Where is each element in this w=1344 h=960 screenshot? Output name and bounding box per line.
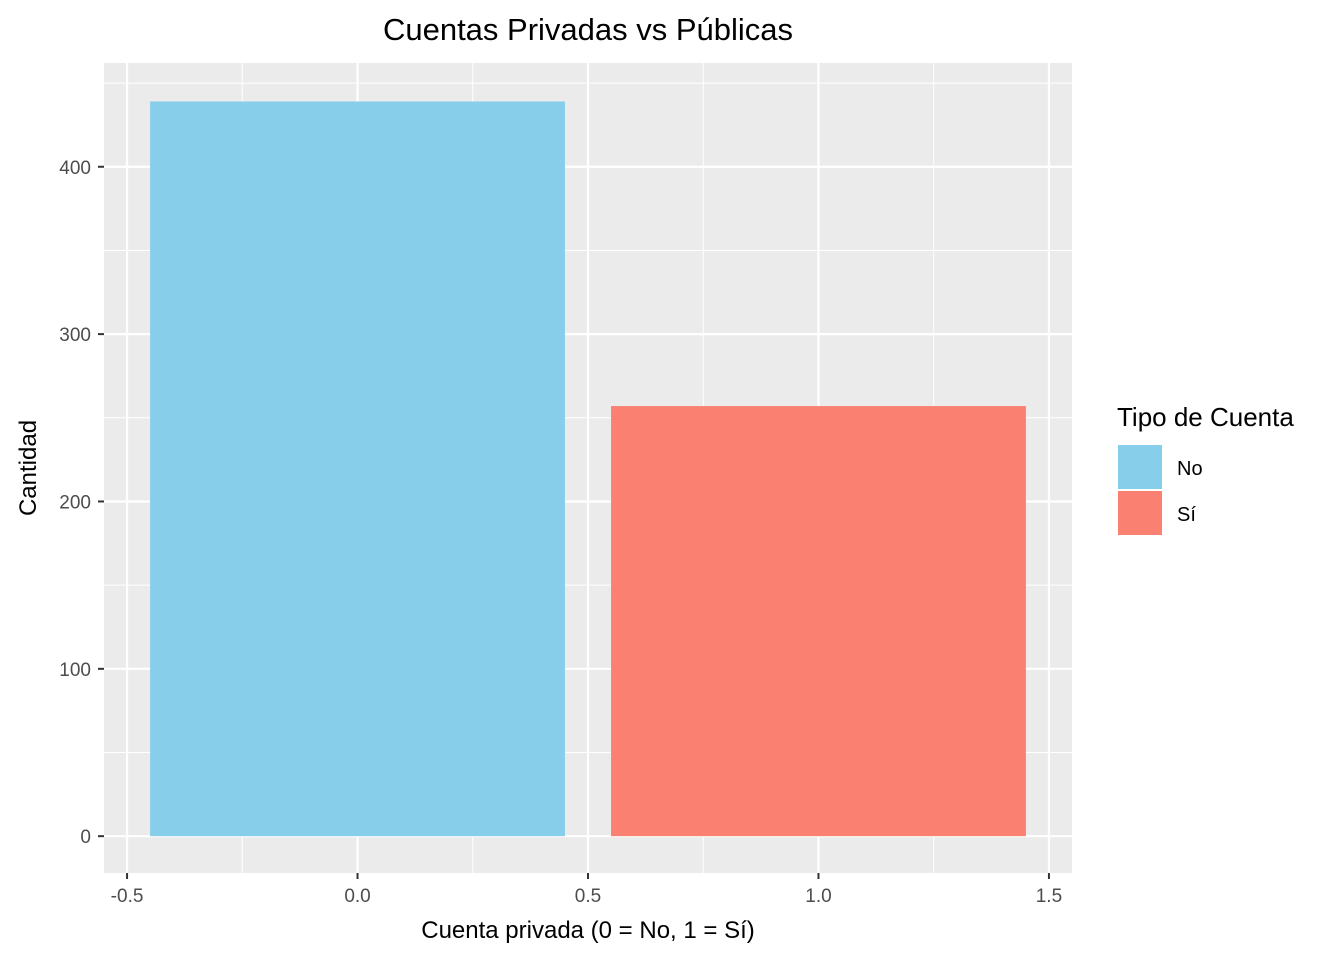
y-axis-title: Cantidad [15,420,42,516]
legend-label-si: Sí [1177,504,1196,526]
y-tick-label: 200 [59,492,91,513]
y-tick-label: 400 [59,158,91,179]
x-axis: -0.5 0.0 0.5 1.0 1.5 [111,873,1062,907]
y-tick-label: 300 [59,325,91,346]
bar-si [611,406,1026,837]
legend-swatch-no [1118,445,1162,489]
chart-title: Cuentas Privadas vs Públicas [383,12,793,47]
y-tick-label: 0 [80,827,91,848]
bars [150,101,1026,837]
x-tick-label: 0.0 [344,886,370,907]
legend-swatch-si [1118,491,1162,535]
bar-no [150,101,565,837]
x-axis-title: Cuenta privada (0 = No, 1 = Sí) [421,917,755,944]
x-tick-label: -0.5 [111,886,144,907]
x-tick-label: 0.5 [575,886,601,907]
y-tick-label: 100 [59,660,91,681]
legend-label-no: No [1177,458,1203,480]
y-axis: 0 100 200 300 400 [59,158,104,848]
x-tick-label: 1.5 [1036,886,1062,907]
x-tick-label: 1.0 [805,886,831,907]
legend: Tipo de Cuenta No Sí [1117,402,1294,535]
legend-title: Tipo de Cuenta [1117,402,1294,432]
